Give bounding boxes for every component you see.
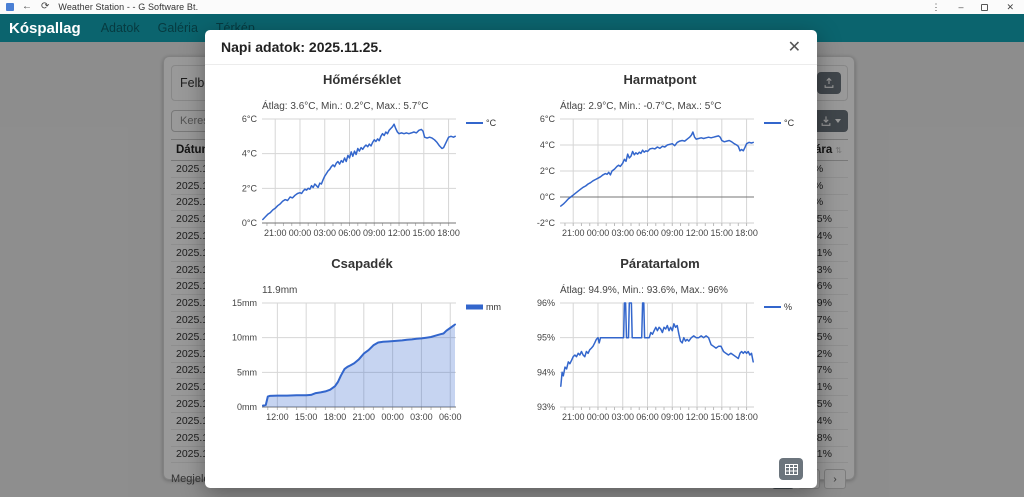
svg-text:00:00: 00:00 bbox=[381, 412, 404, 422]
humidity-chart: 93% 94% 95% 96% 21:00 00:00 03:00 06:00 09:00 12:… bbox=[516, 251, 804, 429]
svg-text:Átlag: 3.6°C, Min.: 0.2°C, Max: Átlag: 3.6°C, Min.: 0.2°C, Max.: 5.7°C bbox=[262, 99, 429, 112]
temperature-chart: 0°C 2°C 4°C 6°C 21:00 00:00 03:00 06:00 09:00 12:… bbox=[218, 67, 506, 245]
upload-icon bbox=[824, 77, 834, 88]
window-title: Weather Station - - G Software Bt. bbox=[58, 2, 199, 12]
svg-text:03:00: 03:00 bbox=[611, 228, 634, 238]
svg-text:12:00: 12:00 bbox=[266, 412, 289, 422]
svg-text:6°C: 6°C bbox=[540, 114, 556, 124]
svg-text:-2°C: -2°C bbox=[537, 218, 556, 228]
nav-item-adatok[interactable]: Adatok bbox=[100, 21, 140, 35]
menu-kebab-icon[interactable]: ⋮ bbox=[931, 2, 941, 12]
svg-text:15:00: 15:00 bbox=[711, 412, 734, 422]
svg-text:5mm: 5mm bbox=[237, 367, 257, 377]
svg-text:06:00: 06:00 bbox=[636, 412, 659, 422]
svg-text:09:00: 09:00 bbox=[363, 228, 386, 238]
svg-text:00:00: 00:00 bbox=[289, 228, 312, 238]
svg-text:0°C: 0°C bbox=[242, 218, 258, 228]
titlebar: ← ⟳ Weather Station - - G Software Bt. ⋮… bbox=[0, 0, 1024, 14]
app-icon bbox=[6, 3, 14, 11]
nav-item-galéria[interactable]: Galéria bbox=[157, 21, 198, 35]
download-icon bbox=[821, 116, 830, 126]
svg-text:00:00: 00:00 bbox=[587, 228, 610, 238]
svg-text:Harmatpont: Harmatpont bbox=[624, 72, 698, 87]
refresh-icon[interactable]: ⟳ bbox=[41, 1, 50, 12]
dewpoint-chart: -2°C 0°C 2°C 4°C 6°C 21:00 00:00 03:00 06:00 09:0… bbox=[516, 67, 804, 245]
table-grid-icon bbox=[784, 463, 798, 475]
date-column-header[interactable]: Dátum bbox=[176, 144, 212, 156]
svg-text:21:00: 21:00 bbox=[562, 412, 585, 422]
svg-text:06:00: 06:00 bbox=[636, 228, 659, 238]
svg-text:%: % bbox=[784, 302, 792, 312]
minimize-button[interactable]: – bbox=[958, 2, 964, 12]
next-page-button[interactable]: › bbox=[824, 469, 846, 490]
svg-text:06:00: 06:00 bbox=[439, 412, 462, 422]
svg-text:03:00: 03:00 bbox=[611, 412, 634, 422]
svg-text:0°C: 0°C bbox=[540, 192, 556, 202]
svg-text:03:00: 03:00 bbox=[313, 228, 336, 238]
svg-text:18:00: 18:00 bbox=[324, 412, 347, 422]
svg-text:21:00: 21:00 bbox=[264, 228, 287, 238]
charts-grid: 0°C 2°C 4°C 6°C 21:00 00:00 03:00 06:00 09:00 12:… bbox=[205, 65, 817, 429]
svg-text:94%: 94% bbox=[537, 367, 555, 377]
svg-text:Átlag: 94.9%, Min.: 93.6%, Max: Átlag: 94.9%, Min.: 93.6%, Max.: 96% bbox=[560, 283, 728, 296]
svg-text:12:00: 12:00 bbox=[388, 228, 411, 238]
svg-text:Páratartalom: Páratartalom bbox=[620, 256, 699, 271]
svg-text:Csapadék: Csapadék bbox=[331, 256, 393, 271]
svg-text:06:00: 06:00 bbox=[338, 228, 361, 238]
svg-text:4°C: 4°C bbox=[540, 140, 556, 150]
svg-text:0mm: 0mm bbox=[237, 402, 257, 412]
upload-button[interactable] bbox=[817, 72, 841, 94]
svg-text:00:00: 00:00 bbox=[587, 412, 610, 422]
svg-text:Hőmérséklet: Hőmérséklet bbox=[323, 72, 402, 87]
svg-text:2°C: 2°C bbox=[242, 183, 258, 193]
back-icon[interactable]: ← bbox=[22, 1, 32, 12]
close-window-button[interactable]: ✕ bbox=[1006, 2, 1014, 12]
svg-text:15:00: 15:00 bbox=[711, 228, 734, 238]
modal-title: Napi adatok: 2025.11.25. bbox=[221, 39, 383, 55]
svg-text:12:00: 12:00 bbox=[686, 228, 709, 238]
svg-text:96%: 96% bbox=[537, 298, 555, 308]
svg-text:93%: 93% bbox=[537, 402, 555, 412]
modal-footer bbox=[779, 458, 803, 480]
modal-close-button[interactable]: ✕ bbox=[784, 36, 805, 60]
showing-entries-label: Megjelen bbox=[171, 473, 216, 486]
daily-data-modal: Napi adatok: 2025.11.25. ✕ 0°C 2°C 4°C 6°C 2… bbox=[205, 30, 817, 488]
sort-icon: ⇅ bbox=[835, 145, 842, 155]
svg-text:21:00: 21:00 bbox=[353, 412, 376, 422]
svg-text:Átlag: 2.9°C, Min.: -0.7°C, Ma: Átlag: 2.9°C, Min.: -0.7°C, Max.: 5°C bbox=[560, 99, 722, 112]
svg-text:18:00: 18:00 bbox=[437, 228, 460, 238]
maximize-button[interactable] bbox=[981, 3, 989, 11]
svg-text:°C: °C bbox=[486, 118, 497, 128]
svg-text:15:00: 15:00 bbox=[295, 412, 318, 422]
svg-text:18:00: 18:00 bbox=[735, 412, 758, 422]
svg-text:11.9mm: 11.9mm bbox=[262, 285, 297, 296]
svg-text:4°C: 4°C bbox=[242, 149, 258, 159]
svg-text:03:00: 03:00 bbox=[410, 412, 433, 422]
svg-text:°C: °C bbox=[784, 118, 795, 128]
svg-text:21:00: 21:00 bbox=[562, 228, 585, 238]
modal-header: Napi adatok: 2025.11.25. ✕ bbox=[205, 30, 817, 65]
svg-text:95%: 95% bbox=[537, 333, 555, 343]
svg-text:12:00: 12:00 bbox=[686, 412, 709, 422]
precipitation-chart: 0mm 5mm 10mm 15mm 12:00 15:00 18:00 21:00 00:00 0… bbox=[218, 251, 506, 429]
svg-text:18:00: 18:00 bbox=[735, 228, 758, 238]
svg-text:2°C: 2°C bbox=[540, 166, 556, 176]
show-table-button[interactable] bbox=[779, 458, 803, 480]
svg-text:10mm: 10mm bbox=[232, 333, 257, 343]
svg-text:09:00: 09:00 bbox=[661, 412, 684, 422]
svg-text:15mm: 15mm bbox=[232, 298, 257, 308]
svg-text:6°C: 6°C bbox=[242, 114, 258, 124]
svg-text:09:00: 09:00 bbox=[661, 228, 684, 238]
download-dropdown-button[interactable] bbox=[812, 110, 848, 132]
svg-text:15:00: 15:00 bbox=[413, 228, 436, 238]
brand-title[interactable]: Kóspallag bbox=[9, 19, 81, 37]
chevron-down-icon bbox=[834, 119, 841, 123]
svg-text:mm: mm bbox=[486, 302, 501, 312]
